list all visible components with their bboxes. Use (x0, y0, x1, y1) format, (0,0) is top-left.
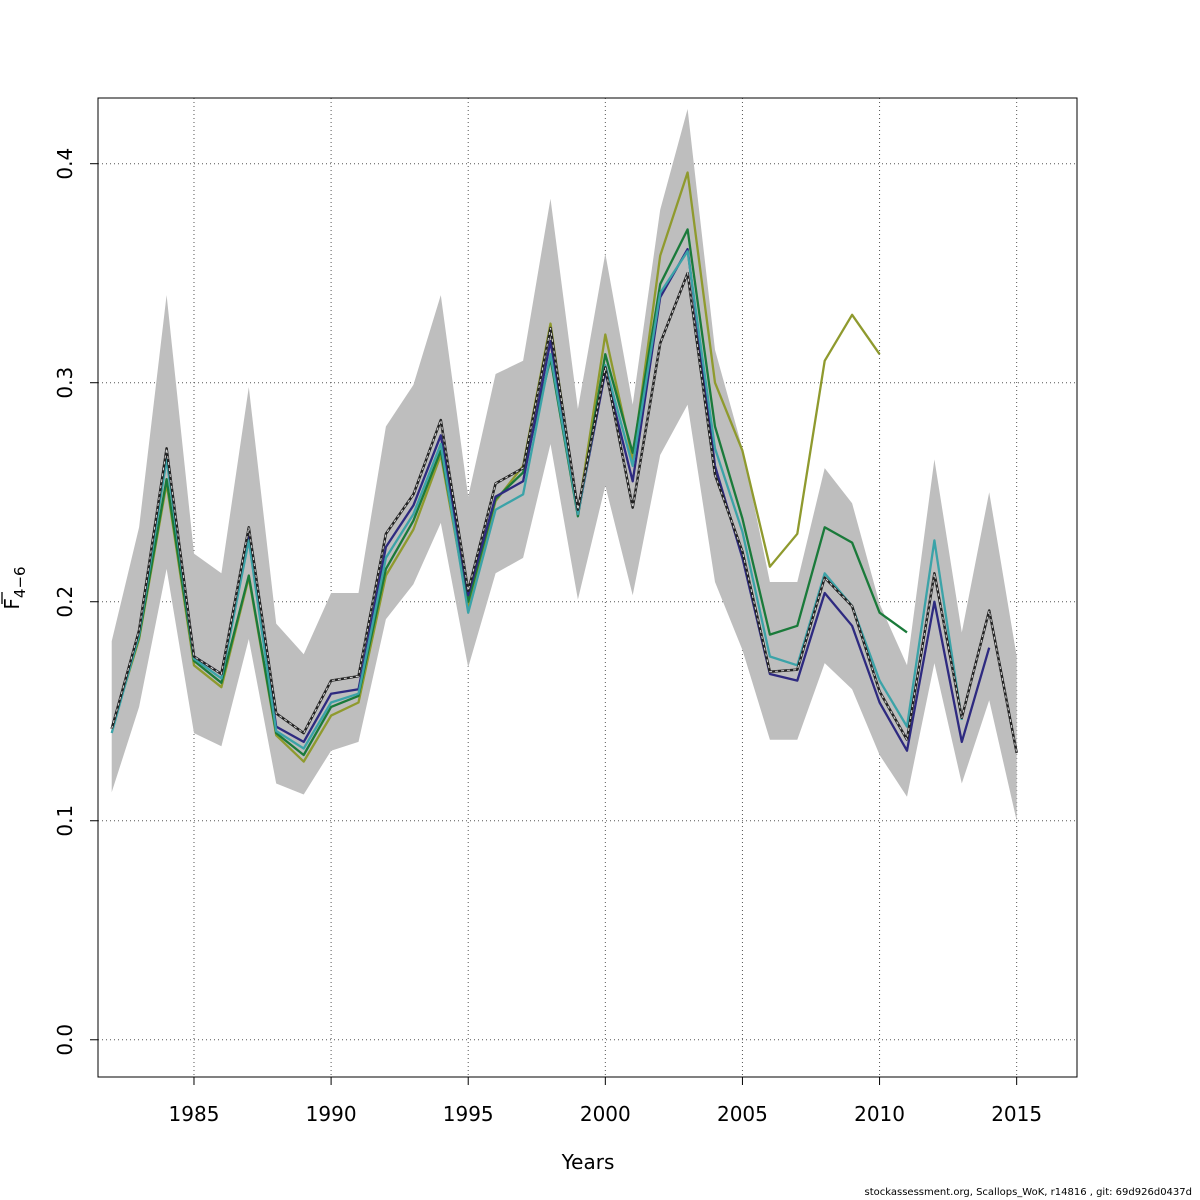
x-axis: 1985 1990 1995 2000 2005 2010 2015 (169, 1077, 1042, 1126)
x-tick-label-5: 2010 (854, 1102, 905, 1126)
y-tick-label-1: 0.1 (53, 805, 77, 837)
x-tick-label-0: 1985 (169, 1102, 220, 1126)
y-axis-title: F4−6 (0, 566, 29, 609)
y-tick-label-4: 0.4 (53, 148, 77, 180)
series-line-1 (110, 228, 908, 757)
confidence-band (111, 109, 1017, 821)
x-tick-label-2: 1995 (443, 1102, 494, 1126)
series-line-4-dash (111, 271, 1018, 753)
series-lines (110, 171, 1018, 763)
plot-frame (97, 97, 1078, 1078)
y-tick-label-2: 0.2 (53, 586, 77, 618)
y-tick-label-3: 0.3 (53, 367, 77, 399)
y-axis: 0.0 0.1 0.2 0.3 0.4 (53, 148, 98, 1056)
y-axis-title-main: F (0, 598, 24, 610)
x-tick-label-3: 2000 (580, 1102, 631, 1126)
x-axis-title: Years (561, 1150, 615, 1174)
y-tick-label-0: 0.0 (53, 1024, 77, 1056)
x-tick-label-6: 2015 (991, 1102, 1042, 1126)
y-axis-title-group: F4−6 (0, 566, 29, 609)
x-tick-label-1: 1990 (306, 1102, 357, 1126)
x-tick-label-4: 2005 (717, 1102, 768, 1126)
y-axis-title-subscript: 4−6 (11, 566, 29, 598)
footer-credit: stockassessment.org, Scallops_WoK, r1481… (864, 1187, 1192, 1198)
